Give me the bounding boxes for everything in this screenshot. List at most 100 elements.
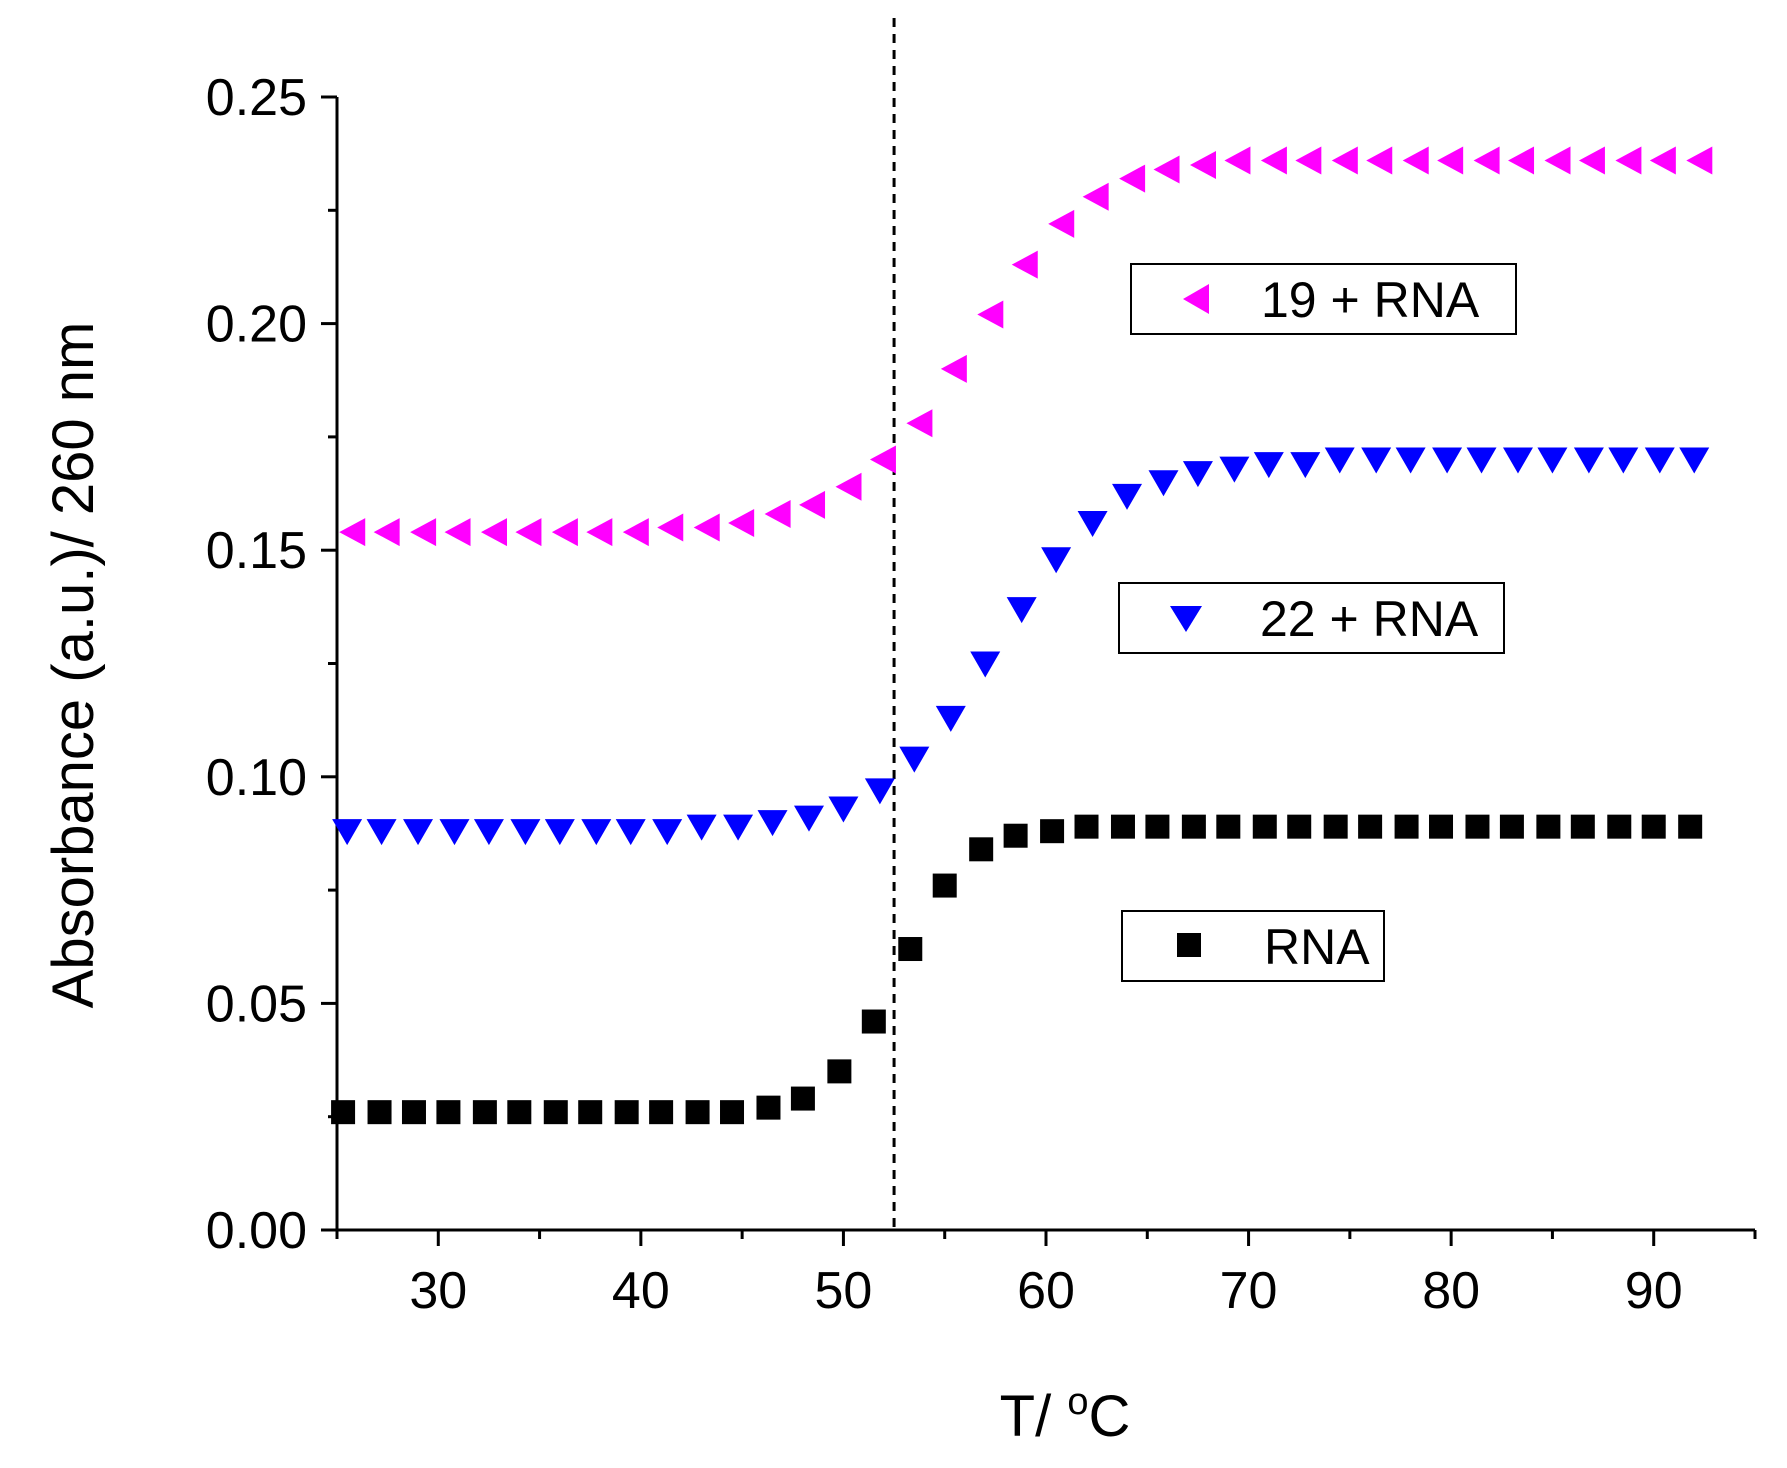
data-point (757, 810, 788, 837)
legend-22-rna: 22 + RNA (1118, 582, 1505, 654)
data-point (1607, 814, 1632, 839)
series-19-rna (339, 146, 1713, 547)
data-point (864, 778, 895, 805)
data-point (1437, 146, 1464, 175)
data-point (1608, 447, 1639, 474)
data-point (1253, 452, 1284, 479)
data-point (693, 513, 720, 542)
data-point (1432, 447, 1463, 474)
x-tick-label: 70 (1220, 1262, 1278, 1320)
data-point (1686, 146, 1713, 175)
legend-marker-22-rna (1170, 606, 1202, 632)
data-point (869, 445, 896, 474)
data-point (835, 472, 862, 501)
data-point (1679, 447, 1710, 474)
data-point (332, 819, 363, 846)
data-point (1290, 452, 1321, 479)
data-point (940, 354, 967, 383)
x-tick-label: 60 (1017, 1262, 1075, 1320)
data-point (652, 819, 683, 846)
data-point (1508, 146, 1535, 175)
data-point (828, 796, 859, 823)
data-point (339, 518, 366, 547)
axes: 30 40 50 60 70 80 90 0.00 0.05 0.10 0.15 0.20 0.25 (206, 18, 1757, 1320)
legend-box-rna (1121, 910, 1385, 982)
y-tick-label: 0.00 (206, 1202, 307, 1260)
data-point (723, 814, 754, 841)
legend-marker-rna (1177, 933, 1201, 957)
data-point (1011, 250, 1038, 279)
data-point (1224, 146, 1251, 175)
y-tick-label: 0.15 (206, 522, 307, 580)
data-point (1644, 447, 1675, 474)
data-point (1295, 146, 1322, 175)
data-point (1361, 447, 1392, 474)
data-point (827, 1059, 852, 1084)
data-point (615, 819, 646, 846)
x-tick-label: 90 (1625, 1262, 1683, 1320)
data-point (1074, 814, 1099, 839)
legend-label-rna: RNA (1264, 919, 1370, 975)
data-point (898, 937, 923, 962)
data-point (1573, 447, 1604, 474)
data-point (1324, 447, 1355, 474)
data-point (1040, 819, 1065, 844)
data-point (373, 518, 400, 547)
data-point (410, 518, 437, 547)
data-point (1331, 146, 1358, 175)
data-point (1502, 447, 1533, 474)
x-axis-title-main: T/ (1000, 1384, 1068, 1449)
data-point (401, 1100, 426, 1125)
y-tick-label: 0.20 (206, 296, 307, 354)
data-point (1402, 146, 1429, 175)
data-point (1466, 447, 1497, 474)
data-point (1394, 814, 1419, 839)
data-point (1181, 814, 1206, 839)
data-point (622, 518, 649, 547)
data-point (1358, 814, 1383, 839)
data-point (1615, 146, 1642, 175)
data-point (1003, 823, 1028, 848)
data-point (977, 300, 1004, 329)
data-point (1649, 146, 1676, 175)
data-point (515, 518, 542, 547)
data-point (481, 518, 508, 547)
data-point (1395, 447, 1426, 474)
data-point (932, 873, 957, 898)
data-point (686, 814, 717, 841)
y-tick-label: 0.05 (206, 975, 307, 1033)
x-tick-label: 30 (409, 1262, 467, 1320)
data-point (578, 1100, 603, 1125)
data-point (1112, 483, 1143, 510)
data-point (444, 518, 471, 547)
data-point (728, 509, 755, 538)
x-axis-title-sup: o (1067, 1381, 1088, 1423)
data-point (1536, 814, 1561, 839)
data-point (790, 1086, 815, 1111)
legend-marker-19-rna (1183, 284, 1209, 314)
data-point (1578, 146, 1605, 175)
data-point (649, 1100, 674, 1125)
data-point (331, 1100, 356, 1125)
legend-label-22-rna: 22 + RNA (1260, 591, 1479, 647)
data-point (1323, 814, 1348, 839)
data-point (1082, 182, 1109, 211)
data-point (436, 1100, 461, 1125)
data-point (1287, 814, 1312, 839)
x-tick-label: 40 (612, 1262, 670, 1320)
y-tick-label: 0.25 (206, 69, 307, 127)
data-point (1006, 597, 1037, 624)
data-point (906, 409, 933, 438)
data-point (799, 490, 826, 519)
y-axis-title: Absorbance (a.u.)/ 260 nm (41, 322, 106, 1009)
data-point (1544, 146, 1571, 175)
data-point (1465, 814, 1490, 839)
data-point (473, 819, 504, 846)
data-point (1153, 155, 1180, 184)
data-point (1190, 150, 1217, 179)
data-point (756, 1095, 781, 1120)
data-point (1570, 814, 1595, 839)
data-marks (331, 146, 1713, 1125)
legend-label-19-rna: 19 + RNA (1261, 272, 1480, 328)
data-point (1260, 146, 1287, 175)
